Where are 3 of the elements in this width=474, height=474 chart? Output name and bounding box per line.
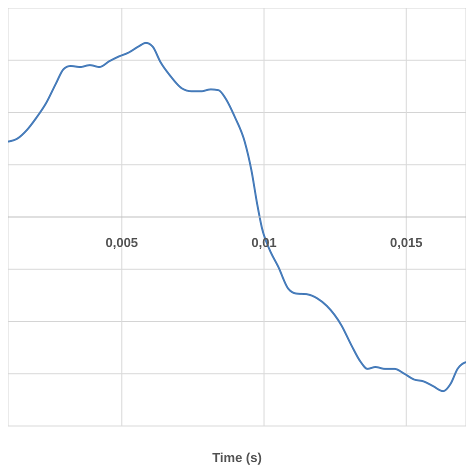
x-tick-label: 0,005 xyxy=(106,235,138,250)
x-axis-title: Time (s) xyxy=(212,450,262,465)
x-tick-label: 0,015 xyxy=(390,235,423,250)
